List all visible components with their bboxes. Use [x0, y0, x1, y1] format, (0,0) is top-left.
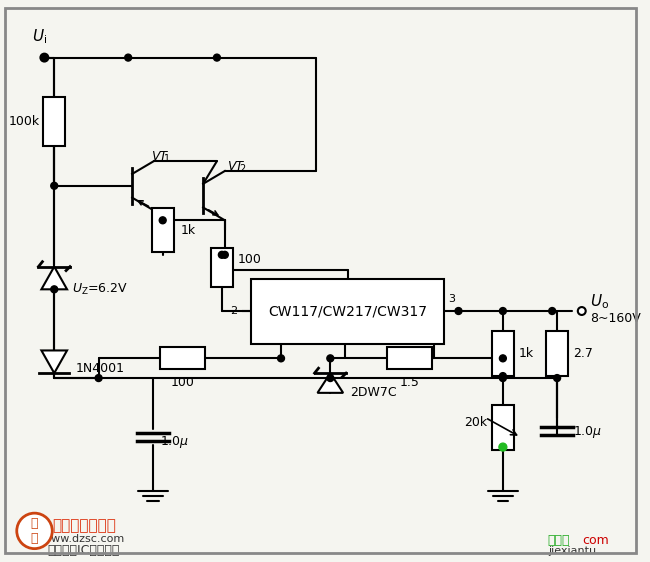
Bar: [44, 97, 65, 146]
Text: 全球最大IC采购网站: 全球最大IC采购网站: [47, 544, 120, 557]
Bar: [492, 330, 514, 376]
Text: 1k: 1k: [181, 224, 196, 237]
Text: 维
库: 维 库: [31, 517, 38, 545]
Text: 1k: 1k: [519, 347, 534, 360]
Text: 1.0$\mu$: 1.0$\mu$: [573, 424, 602, 440]
Bar: [160, 347, 205, 369]
Text: 3: 3: [448, 294, 456, 304]
Polygon shape: [317, 373, 343, 393]
Polygon shape: [42, 351, 67, 373]
Circle shape: [578, 307, 586, 315]
Bar: [211, 248, 233, 287]
Circle shape: [51, 286, 58, 293]
Circle shape: [327, 355, 333, 362]
Text: $U_{\rm i}$: $U_{\rm i}$: [32, 27, 47, 46]
Circle shape: [41, 54, 48, 61]
Text: 1: 1: [164, 154, 170, 164]
Circle shape: [51, 182, 58, 189]
Text: 杭州烁睿科技有限公司
www.dzsc.com: 杭州烁睿科技有限公司 www.dzsc.com: [274, 279, 357, 300]
Text: www.dzsc.com: www.dzsc.com: [43, 534, 125, 544]
Circle shape: [549, 307, 556, 315]
Circle shape: [499, 307, 506, 315]
Text: VT: VT: [151, 149, 167, 163]
Text: VT: VT: [227, 160, 243, 173]
Text: CW117/CW217/CW317: CW117/CW217/CW317: [268, 305, 427, 319]
Text: 接线图: 接线图: [547, 534, 570, 547]
Bar: [152, 208, 174, 252]
Circle shape: [222, 251, 228, 259]
Text: 维库电子市场网: 维库电子市场网: [52, 519, 116, 533]
Polygon shape: [42, 266, 67, 289]
Circle shape: [499, 373, 506, 379]
Text: com: com: [582, 534, 608, 547]
Circle shape: [554, 375, 560, 382]
Circle shape: [455, 307, 462, 315]
Circle shape: [218, 251, 226, 259]
Bar: [252, 279, 444, 343]
Text: 8~160V: 8~160V: [590, 312, 640, 325]
Bar: [387, 347, 432, 369]
Text: 100: 100: [170, 376, 194, 389]
Text: 1.0$\mu$: 1.0$\mu$: [160, 434, 189, 450]
Circle shape: [40, 53, 48, 62]
Text: jiexiantu: jiexiantu: [548, 546, 596, 556]
Circle shape: [213, 54, 220, 61]
Text: 2.7: 2.7: [573, 347, 593, 360]
Text: 2DW7C: 2DW7C: [350, 386, 396, 400]
Circle shape: [327, 375, 333, 382]
Circle shape: [278, 355, 285, 362]
Circle shape: [125, 54, 132, 61]
Text: $U_{\rm Z}$=6.2V: $U_{\rm Z}$=6.2V: [72, 282, 127, 297]
Text: 2: 2: [231, 306, 238, 316]
Text: 2: 2: [240, 164, 246, 174]
Text: 100k: 100k: [9, 115, 40, 128]
Circle shape: [499, 355, 506, 362]
Circle shape: [17, 513, 52, 549]
Circle shape: [95, 375, 102, 382]
Bar: [492, 405, 514, 450]
Bar: [546, 330, 568, 376]
Text: 20k: 20k: [464, 416, 487, 429]
Text: 1.5: 1.5: [399, 376, 419, 389]
Text: 1N4001: 1N4001: [76, 362, 125, 375]
Circle shape: [499, 443, 507, 451]
Text: $U_{\rm o}$: $U_{\rm o}$: [590, 292, 609, 310]
Circle shape: [159, 217, 166, 224]
Text: 100: 100: [238, 253, 261, 266]
Circle shape: [499, 375, 506, 382]
